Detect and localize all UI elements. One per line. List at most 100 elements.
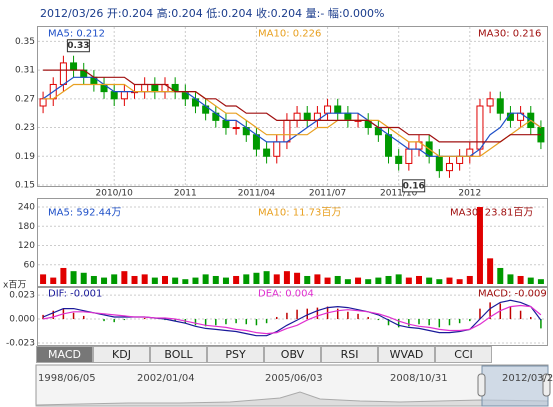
header-info: 2012/03/26 开:0.204 高:0.204 低:0.204 收:0.2… [40,6,385,20]
y-tick-label: 120 [18,241,35,251]
candle-body [222,119,230,129]
candle-body [324,105,332,114]
candle-body [334,105,342,114]
tab-label[interactable]: PSY [225,348,246,361]
volume-bar [151,277,158,284]
y-tick-label: 0.000 [9,315,35,325]
volume-bar [507,274,514,284]
volume-bar [334,275,341,284]
navigator-handle[interactable] [477,373,486,397]
candle-body [120,91,128,100]
candle-body [486,98,494,107]
y-tick-label: 0.23 [15,123,35,133]
candle-body [395,155,403,164]
tab[interactable] [264,346,321,363]
tab-label[interactable]: CCI [454,348,473,361]
tab-label[interactable]: BOLL [164,348,193,361]
x-tick-label: 2012 [458,189,481,199]
annotation-box [66,39,90,53]
volume-bar [446,277,453,284]
volume-bar [233,275,240,284]
volume-bar [182,279,189,284]
tab[interactable] [36,346,93,363]
tab[interactable] [378,346,435,363]
y-tick-label: 60 [24,260,36,270]
candle-body [303,112,311,121]
tab[interactable] [321,346,378,363]
annotation: 0.33 [67,41,89,51]
volume-bar [40,274,47,284]
navigator-selection[interactable] [481,365,549,407]
volume-bar [60,267,67,284]
annotation-box [402,179,426,193]
volume-bar [537,279,544,284]
volume-bar [416,275,422,284]
volume-bar [355,277,362,284]
volume-bar [131,275,138,284]
volume-bar [101,277,108,284]
candle-body [445,162,453,172]
y-tick-label: 0.19 [15,152,35,162]
volume-bar [304,275,311,284]
unit-label: x百万 [3,280,26,291]
x-tick-label: 2011/04 [238,189,276,199]
tab-label[interactable]: RSI [341,348,359,361]
candle-body [110,91,118,100]
volume-bar [436,279,443,284]
candle-body [496,98,504,114]
y-tick-label: 180 [18,222,35,232]
volume-bar [283,271,290,284]
volume-bar [497,267,504,284]
tab[interactable] [435,346,492,363]
volume-bar [294,272,301,284]
tab-label[interactable]: OBV [281,348,305,361]
volume-bar [243,274,250,284]
candle-body [405,148,413,164]
y-tick-label: 0.31 [15,66,35,76]
volume-bar [253,272,260,284]
volume-bar [212,275,219,284]
candle-body [151,83,159,93]
y-tick-label: 0.023 [9,291,35,301]
x-tick-label: 2011/07 [309,189,346,199]
legend-entry: DEA: 0.004 [258,289,314,300]
volume-bar [456,279,463,284]
tab[interactable] [93,346,150,363]
volume-bar [172,277,179,284]
volume-bar [476,207,483,284]
y-tick-label: -0.023 [6,338,35,348]
candle-body [293,112,301,121]
price-panel [37,26,548,187]
x-tick-label: 2011/10 [380,189,418,199]
volume-bar [50,277,57,284]
candle-body [59,62,67,85]
legend-entry: MA30: 23.81百万 [450,207,533,219]
candle-body [70,62,78,71]
y-tick-label: 240 [18,203,35,213]
tab[interactable] [150,346,207,363]
volume-bar [162,275,168,284]
tab[interactable] [207,346,264,363]
legend-entry: MA5: 0.212 [48,29,105,40]
candle-body [435,155,443,172]
tab-label[interactable]: WVAD [390,348,424,361]
indicator-line [43,69,541,143]
indicator-line [42,299,542,337]
volume-bar [273,274,280,284]
tab-label[interactable]: MACD [48,348,81,361]
volume-bar [111,274,118,284]
volume-panel [37,198,548,287]
volume-bar [365,279,372,284]
legend-entry: MA5: 592.44万 [48,208,121,219]
candle-body [476,105,484,150]
tab-label[interactable]: KDJ [112,348,131,361]
volume-bar [70,271,77,284]
navigator-date: 2005/06/03 [265,373,323,384]
navigator-date: 1998/06/05 [38,373,96,384]
volume-bar [426,277,433,284]
navigator-handle[interactable] [542,373,551,397]
y-tick-label: 0.15 [15,181,35,191]
candle-body [283,119,291,143]
navigator-date: 2002/01/04 [137,373,195,384]
macd-panel [37,287,548,346]
